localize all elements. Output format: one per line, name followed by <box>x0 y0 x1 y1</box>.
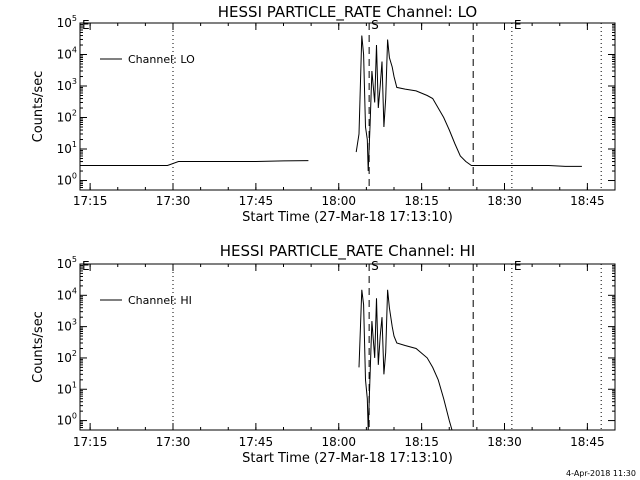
x-tick-label: 18:00 <box>321 194 356 208</box>
annotation-label: E <box>82 259 90 273</box>
x-tick-label: 17:30 <box>156 435 191 449</box>
annotation-label: E <box>514 259 522 273</box>
chart-title: HESSI PARTICLE_RATE Channel: LO <box>218 3 477 22</box>
x-axis-label: Start Time (27-Mar-18 17:13:10) <box>242 451 453 466</box>
y-tick-label: 100 <box>57 412 77 428</box>
y-tick-label: 102 <box>57 349 77 365</box>
x-tick-label: 17:15 <box>73 435 108 449</box>
series-line <box>355 35 582 172</box>
y-tick-label: 103 <box>57 77 77 93</box>
y-tick-label: 100 <box>57 172 77 188</box>
x-tick-label: 18:45 <box>570 435 605 449</box>
series-line <box>358 289 453 431</box>
y-tick-label: 101 <box>57 140 77 156</box>
chart-panel-1: HESSI PARTICLE_RATE Channel: LO 100 101 102… <box>31 3 616 225</box>
y-axis-label: Counts/sec <box>31 71 46 143</box>
y-axis-label: Counts/sec <box>31 311 46 383</box>
x-tick-label: 18:45 <box>570 194 605 208</box>
y-tick-label: 102 <box>57 109 77 125</box>
x-tick-label: 17:15 <box>73 194 108 208</box>
x-tick-label: 17:30 <box>156 194 191 208</box>
x-tick-label: 17:45 <box>239 435 274 449</box>
y-tick-label: 103 <box>57 318 77 334</box>
y-tick-label: 101 <box>57 380 77 396</box>
x-tick-label: 18:30 <box>487 435 522 449</box>
chart-title: HESSI PARTICLE_RATE Channel: HI <box>220 242 476 261</box>
plot-frame <box>79 22 616 191</box>
plot-frame <box>79 263 616 431</box>
footer-timestamp: 4-Apr-2018 11:30 <box>566 469 636 478</box>
annotation-label: E <box>514 18 522 32</box>
series-line <box>81 160 309 166</box>
x-tick-label: 18:15 <box>404 194 439 208</box>
legend-label: Channel: HI <box>128 294 192 307</box>
y-tick-label: 104 <box>57 46 77 62</box>
x-axis-label: Start Time (27-Mar-18 17:13:10) <box>242 210 453 225</box>
y-tick-label: 105 <box>57 255 77 271</box>
chart-panel-2: HESSI PARTICLE_RATE Channel: HI 100 101 102… <box>31 242 616 466</box>
y-tick-label: 104 <box>57 286 77 302</box>
annotation-label: S <box>371 259 379 273</box>
legend-label: Channel: LO <box>128 53 195 66</box>
annotation-label: S <box>371 18 379 32</box>
annotation-label: E <box>82 18 90 32</box>
x-tick-label: 18:15 <box>404 435 439 449</box>
x-tick-label: 17:45 <box>239 194 274 208</box>
x-tick-label: 18:30 <box>487 194 522 208</box>
x-tick-label: 18:00 <box>321 435 356 449</box>
y-tick-label: 105 <box>57 14 77 30</box>
